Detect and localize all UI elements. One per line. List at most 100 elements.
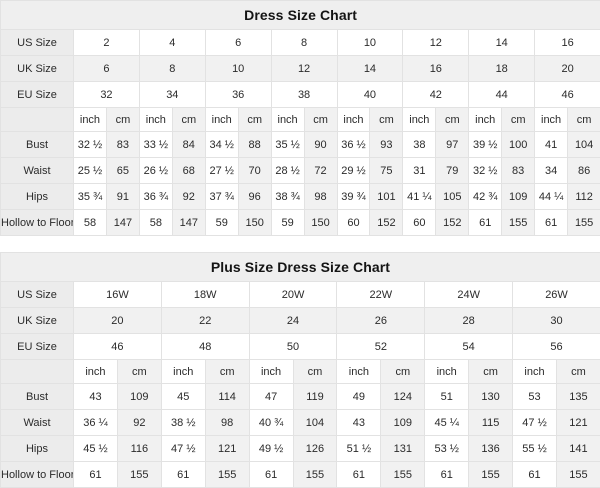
measurement-value-cm: 112 [568, 184, 600, 210]
measurement-value-cm: 97 [436, 132, 469, 158]
measurement-value-cm: 155 [293, 462, 337, 488]
measurement-value-inch: 25 ½ [74, 158, 107, 184]
eu-size-value: 50 [249, 334, 337, 360]
unit-header-cm: cm [436, 108, 469, 132]
measurement-value-cm: 141 [556, 436, 600, 462]
uk-size-value: 28 [425, 308, 513, 334]
measurement-value-cm: 131 [381, 436, 425, 462]
measurement-value-cm: 135 [556, 384, 600, 410]
measurement-value-inch: 58 [74, 210, 107, 236]
us-size-value: 16W [74, 282, 162, 308]
unit-header-blank-label [1, 360, 74, 384]
eu-size-value: 48 [161, 334, 249, 360]
unit-header-inch: inch [74, 108, 107, 132]
measurement-value-cm: 115 [469, 410, 513, 436]
measurement-value-inch: 36 ¼ [74, 410, 118, 436]
measurement-value-cm: 65 [106, 158, 139, 184]
measurement-value-cm: 126 [293, 436, 337, 462]
eu-size-label: EU Size [1, 82, 74, 108]
measurement-value-cm: 100 [502, 132, 535, 158]
measurement-value-cm: 150 [304, 210, 337, 236]
measurement-value-cm: 104 [293, 410, 337, 436]
measurement-value-inch: 38 [403, 132, 436, 158]
measurement-value-inch: 33 ½ [139, 132, 172, 158]
us-size-value: 26W [513, 282, 600, 308]
measurement-value-inch: 61 [513, 462, 557, 488]
unit-header-inch: inch [513, 360, 557, 384]
measurement-label-hollow-to-floor: Hollow to Floor [1, 210, 74, 236]
measurement-value-cm: 109 [381, 410, 425, 436]
measurement-value-inch: 51 [425, 384, 469, 410]
uk-size-value: 30 [513, 308, 600, 334]
measurement-value-cm: 96 [238, 184, 271, 210]
measurement-value-inch: 49 [337, 384, 381, 410]
chart-title-row: Plus Size Dress Size Chart [1, 253, 600, 282]
us-size-value: 10 [337, 30, 403, 56]
measurement-value-cm: 101 [370, 184, 403, 210]
measurement-value-cm: 83 [502, 158, 535, 184]
measurement-value-inch: 36 ½ [337, 132, 370, 158]
unit-header-inch: inch [161, 360, 205, 384]
unit-header-cm: cm [304, 108, 337, 132]
uk-size-label: UK Size [1, 308, 74, 334]
measurement-value-inch: 61 [74, 462, 118, 488]
measurement-value-cm: 92 [172, 184, 205, 210]
us-size-value: 24W [425, 282, 513, 308]
measurement-value-cm: 119 [293, 384, 337, 410]
unit-header-cm: cm [106, 108, 139, 132]
unit-header-inch: inch [535, 108, 568, 132]
unit-header-cm: cm [205, 360, 249, 384]
us-size-value: 2 [74, 30, 140, 56]
measurement-value-inch: 28 ½ [271, 158, 304, 184]
measurement-value-inch: 38 ¾ [271, 184, 304, 210]
measurement-value-cm: 147 [172, 210, 205, 236]
measurement-value-inch: 61 [469, 210, 502, 236]
measurement-value-inch: 53 [513, 384, 557, 410]
us-size-value: 18W [161, 282, 249, 308]
us-size-value: 6 [205, 30, 271, 56]
uk-size-value: 22 [161, 308, 249, 334]
measurement-value-inch: 45 [161, 384, 205, 410]
measurement-value-inch: 49 ½ [249, 436, 293, 462]
unit-header-inch: inch [425, 360, 469, 384]
measurement-value-inch: 35 ½ [271, 132, 304, 158]
measurement-value-cm: 152 [436, 210, 469, 236]
uk-size-value: 20 [535, 56, 600, 82]
us-size-label: US Size [1, 30, 74, 56]
uk-size-value: 24 [249, 308, 337, 334]
uk-size-value: 8 [139, 56, 205, 82]
eu-size-value: 34 [139, 82, 205, 108]
eu-size-value: 36 [205, 82, 271, 108]
measurement-value-inch: 53 ½ [425, 436, 469, 462]
table-separator-gap [0, 236, 600, 252]
measurement-label-hips: Hips [1, 184, 74, 210]
measurement-value-inch: 61 [249, 462, 293, 488]
measurement-value-cm: 147 [106, 210, 139, 236]
measurement-label-hollow-to-floor: Hollow to Floor [1, 462, 74, 488]
uk-size-label: UK Size [1, 56, 74, 82]
measurement-value-inch: 59 [205, 210, 238, 236]
measurement-value-cm: 84 [172, 132, 205, 158]
us-size-value: 12 [403, 30, 469, 56]
measurement-value-inch: 51 ½ [337, 436, 381, 462]
measurement-value-inch: 29 ½ [337, 158, 370, 184]
measurement-value-inch: 32 ½ [74, 132, 107, 158]
measurement-value-cm: 130 [469, 384, 513, 410]
uk-size-value: 20 [74, 308, 162, 334]
unit-header-inch: inch [403, 108, 436, 132]
measurement-value-inch: 43 [337, 410, 381, 436]
measurement-value-cm: 72 [304, 158, 337, 184]
measurement-value-cm: 155 [381, 462, 425, 488]
uk-size-value: 18 [469, 56, 535, 82]
measurement-value-cm: 152 [370, 210, 403, 236]
chart-title: Dress Size Chart [1, 1, 600, 30]
measurement-value-cm: 98 [304, 184, 337, 210]
unit-header-inch: inch [205, 108, 238, 132]
